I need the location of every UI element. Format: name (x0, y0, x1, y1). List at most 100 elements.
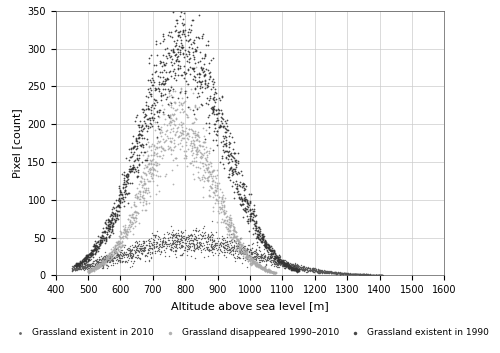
Grassland disappeared 1990–2010 (155, 154, 163, 159)
Grassland existent in 1990 (294, 268, 302, 273)
Grassland existent in 2010 (282, 259, 290, 265)
Grassland existent in 2010 (184, 245, 192, 251)
Grassland existent in 2010 (366, 272, 374, 277)
Grassland existent in 2010 (354, 271, 362, 277)
Grassland existent in 2010 (350, 271, 358, 277)
Grassland disappeared 1990–2010 (269, 269, 277, 274)
Grassland existent in 1990 (154, 52, 162, 58)
Grassland existent in 1990 (82, 258, 90, 264)
Grassland existent in 1990 (116, 204, 124, 210)
Grassland disappeared 1990–2010 (149, 161, 157, 167)
Grassland disappeared 1990–2010 (223, 217, 231, 222)
Grassland existent in 1990 (84, 252, 92, 258)
Grassland existent in 2010 (158, 235, 166, 240)
Grassland disappeared 1990–2010 (186, 148, 194, 153)
Grassland disappeared 1990–2010 (84, 268, 92, 274)
Grassland disappeared 1990–2010 (266, 269, 274, 275)
Grassland existent in 1990 (146, 85, 154, 90)
Grassland existent in 2010 (234, 255, 242, 260)
Grassland disappeared 1990–2010 (229, 227, 237, 233)
Grassland existent in 1990 (90, 246, 98, 252)
Grassland existent in 1990 (142, 93, 150, 99)
Grassland existent in 2010 (106, 256, 114, 261)
Grassland existent in 2010 (248, 254, 256, 259)
Grassland existent in 1990 (284, 262, 292, 268)
Grassland existent in 2010 (176, 246, 184, 251)
Grassland disappeared 1990–2010 (230, 231, 237, 237)
Grassland disappeared 1990–2010 (92, 265, 100, 270)
Grassland existent in 1990 (262, 244, 270, 250)
Grassland existent in 1990 (210, 95, 218, 101)
Grassland existent in 1990 (131, 144, 139, 149)
Grassland disappeared 1990–2010 (84, 267, 92, 273)
Grassland existent in 2010 (346, 271, 354, 277)
Grassland disappeared 1990–2010 (140, 180, 147, 186)
Grassland existent in 1990 (226, 178, 234, 183)
Grassland existent in 2010 (99, 264, 107, 270)
Grassland existent in 2010 (332, 270, 340, 276)
Grassland existent in 2010 (341, 270, 349, 276)
Grassland existent in 2010 (196, 243, 203, 249)
Grassland disappeared 1990–2010 (88, 267, 96, 273)
Grassland existent in 2010 (360, 272, 368, 278)
Grassland existent in 1990 (102, 217, 110, 223)
Grassland existent in 2010 (266, 255, 274, 261)
Grassland disappeared 1990–2010 (102, 261, 110, 267)
Grassland disappeared 1990–2010 (183, 163, 191, 169)
Grassland existent in 2010 (166, 244, 174, 250)
Grassland existent in 2010 (372, 272, 380, 277)
Grassland existent in 2010 (331, 270, 339, 275)
Grassland existent in 1990 (167, 47, 175, 53)
Grassland disappeared 1990–2010 (222, 224, 230, 229)
Grassland existent in 2010 (302, 266, 310, 271)
Grassland disappeared 1990–2010 (261, 266, 269, 271)
Grassland existent in 2010 (104, 255, 112, 261)
Grassland existent in 2010 (227, 249, 235, 254)
Grassland disappeared 1990–2010 (151, 159, 159, 165)
Grassland disappeared 1990–2010 (225, 223, 233, 228)
Grassland existent in 2010 (244, 247, 252, 252)
Grassland existent in 2010 (217, 243, 225, 248)
Grassland existent in 2010 (242, 255, 250, 260)
Grassland existent in 2010 (272, 258, 280, 264)
Grassland disappeared 1990–2010 (150, 166, 158, 172)
Grassland existent in 2010 (274, 264, 281, 269)
Grassland existent in 2010 (222, 254, 230, 260)
Grassland existent in 2010 (106, 259, 114, 265)
Grassland existent in 2010 (142, 238, 150, 244)
Grassland existent in 2010 (231, 250, 239, 256)
Grassland existent in 1990 (262, 240, 270, 246)
Grassland existent in 2010 (292, 263, 300, 269)
Grassland existent in 2010 (351, 271, 359, 276)
Grassland existent in 2010 (240, 243, 248, 249)
Grassland existent in 1990 (88, 251, 96, 256)
Grassland disappeared 1990–2010 (167, 103, 175, 108)
Grassland existent in 1990 (284, 262, 292, 267)
Grassland disappeared 1990–2010 (98, 259, 106, 264)
Grassland existent in 1990 (90, 243, 98, 248)
Grassland disappeared 1990–2010 (96, 262, 104, 268)
Grassland existent in 2010 (261, 252, 269, 258)
Grassland existent in 1990 (120, 203, 128, 209)
Grassland existent in 1990 (156, 97, 164, 102)
Grassland existent in 2010 (293, 262, 301, 268)
Grassland existent in 2010 (324, 269, 332, 275)
Grassland existent in 2010 (106, 257, 114, 263)
Grassland disappeared 1990–2010 (236, 237, 244, 242)
Grassland existent in 2010 (364, 271, 372, 277)
Grassland existent in 2010 (228, 238, 235, 243)
Grassland disappeared 1990–2010 (147, 152, 155, 158)
Grassland existent in 1990 (117, 189, 125, 195)
Grassland existent in 1990 (108, 222, 116, 227)
Grassland existent in 2010 (225, 250, 233, 256)
Grassland existent in 1990 (256, 229, 264, 235)
Grassland existent in 1990 (206, 95, 214, 101)
Grassland existent in 2010 (254, 251, 262, 257)
Grassland existent in 2010 (133, 245, 141, 251)
Grassland existent in 1990 (225, 133, 233, 139)
Grassland existent in 2010 (316, 270, 324, 276)
Grassland disappeared 1990–2010 (251, 261, 259, 267)
Grassland disappeared 1990–2010 (91, 265, 99, 270)
Grassland disappeared 1990–2010 (98, 263, 106, 269)
Grassland existent in 2010 (126, 249, 134, 255)
